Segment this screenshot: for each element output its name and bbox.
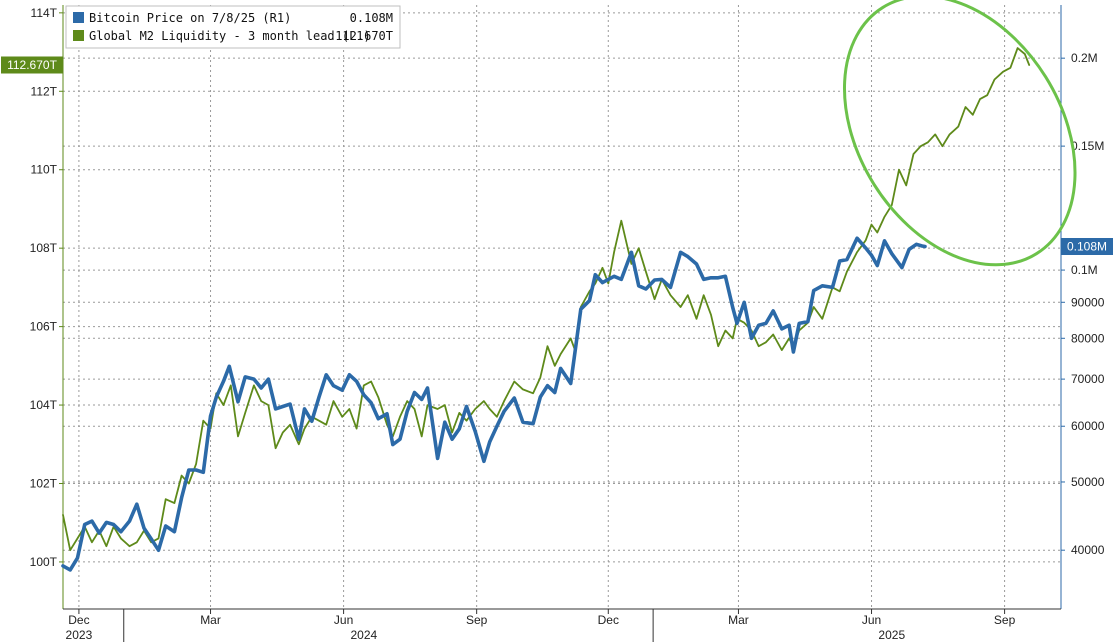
right-tick-label: 40000: [1071, 543, 1105, 557]
left-tick-label: 104T: [30, 398, 58, 412]
left-tick-label: 112T: [31, 84, 58, 98]
left-axis-badge-bg: [1, 56, 63, 74]
legend-swatch-m2: [73, 30, 84, 41]
left-tick-label: 114T: [31, 6, 58, 20]
right-tick-label: 0.1M: [1071, 263, 1098, 277]
x-year-label: 2023: [66, 628, 93, 642]
x-tick-label: Dec: [598, 613, 619, 627]
x-tick-label: Mar: [728, 613, 749, 627]
x-tick-label: Jun: [862, 613, 881, 627]
right-tick-label: 0.15M: [1071, 139, 1104, 153]
right-axis-badge: 0.108M: [1061, 238, 1113, 255]
left-tick-label: 108T: [30, 241, 58, 255]
right-tick-label: 90000: [1071, 295, 1105, 309]
legend-value-bitcoin: 0.108M: [350, 11, 393, 25]
legend-box: [65, 5, 401, 49]
highlight-ellipse: [842, 0, 1077, 267]
left-tick-label: 106T: [30, 320, 58, 334]
legend-label-m2: Global M2 Liquidity - 3 month lead (L1): [89, 29, 371, 43]
series-layer: [61, 47, 1031, 572]
x-tick-label: Sep: [466, 613, 488, 627]
right-axis-badge-text: 0.108M: [1067, 240, 1107, 254]
legend: Bitcoin Price on 7/8/25 (R1) 0.108M Glob…: [65, 5, 401, 49]
x-year-label: 2024: [350, 628, 377, 642]
right-tick-label: 0.2M: [1071, 51, 1098, 65]
x-tick-label: Mar: [200, 613, 221, 627]
x-tick-label: Dec: [68, 613, 89, 627]
left-axis-badge: 112.670T: [1, 56, 63, 74]
left-tick-label: 102T: [30, 476, 58, 490]
x-tick-label: Jun: [334, 613, 353, 627]
series-line-bitcoin: [61, 236, 927, 572]
left-axis-badge-text: 112.670T: [7, 58, 57, 72]
legend-swatch-bitcoin: [73, 12, 84, 23]
right-axis: 40000 50000 60000 70000 80000 90000 0.1M 0.15M 0…: [1060, 5, 1105, 609]
series-line-m2: [62, 47, 1031, 552]
left-axis: 100T 102T 104T 106T 108T 110T 112T 114T: [30, 5, 64, 609]
right-tick-label: 50000: [1071, 475, 1105, 489]
gridlines: [63, 5, 1061, 609]
right-tick-label: 80000: [1071, 331, 1105, 345]
right-axis-badge-bg: [1061, 238, 1113, 255]
right-tick-label: 60000: [1071, 419, 1105, 433]
x-axis: Dec Mar Jun Sep Dec Mar Jun Sep 2023 2024 2025: [63, 608, 1061, 642]
x-tick-label: Sep: [994, 613, 1016, 627]
left-tick-label: 110T: [31, 163, 58, 177]
x-year-label: 2025: [878, 628, 905, 642]
legend-label-bitcoin: Bitcoin Price on 7/8/25 (R1): [89, 11, 291, 25]
legend-value-m2: 112.670T: [335, 29, 393, 43]
plot-area: [63, 5, 1061, 609]
right-tick-label: 70000: [1071, 372, 1105, 386]
annotation-layer: [842, 0, 1077, 267]
left-tick-label: 100T: [30, 555, 58, 569]
